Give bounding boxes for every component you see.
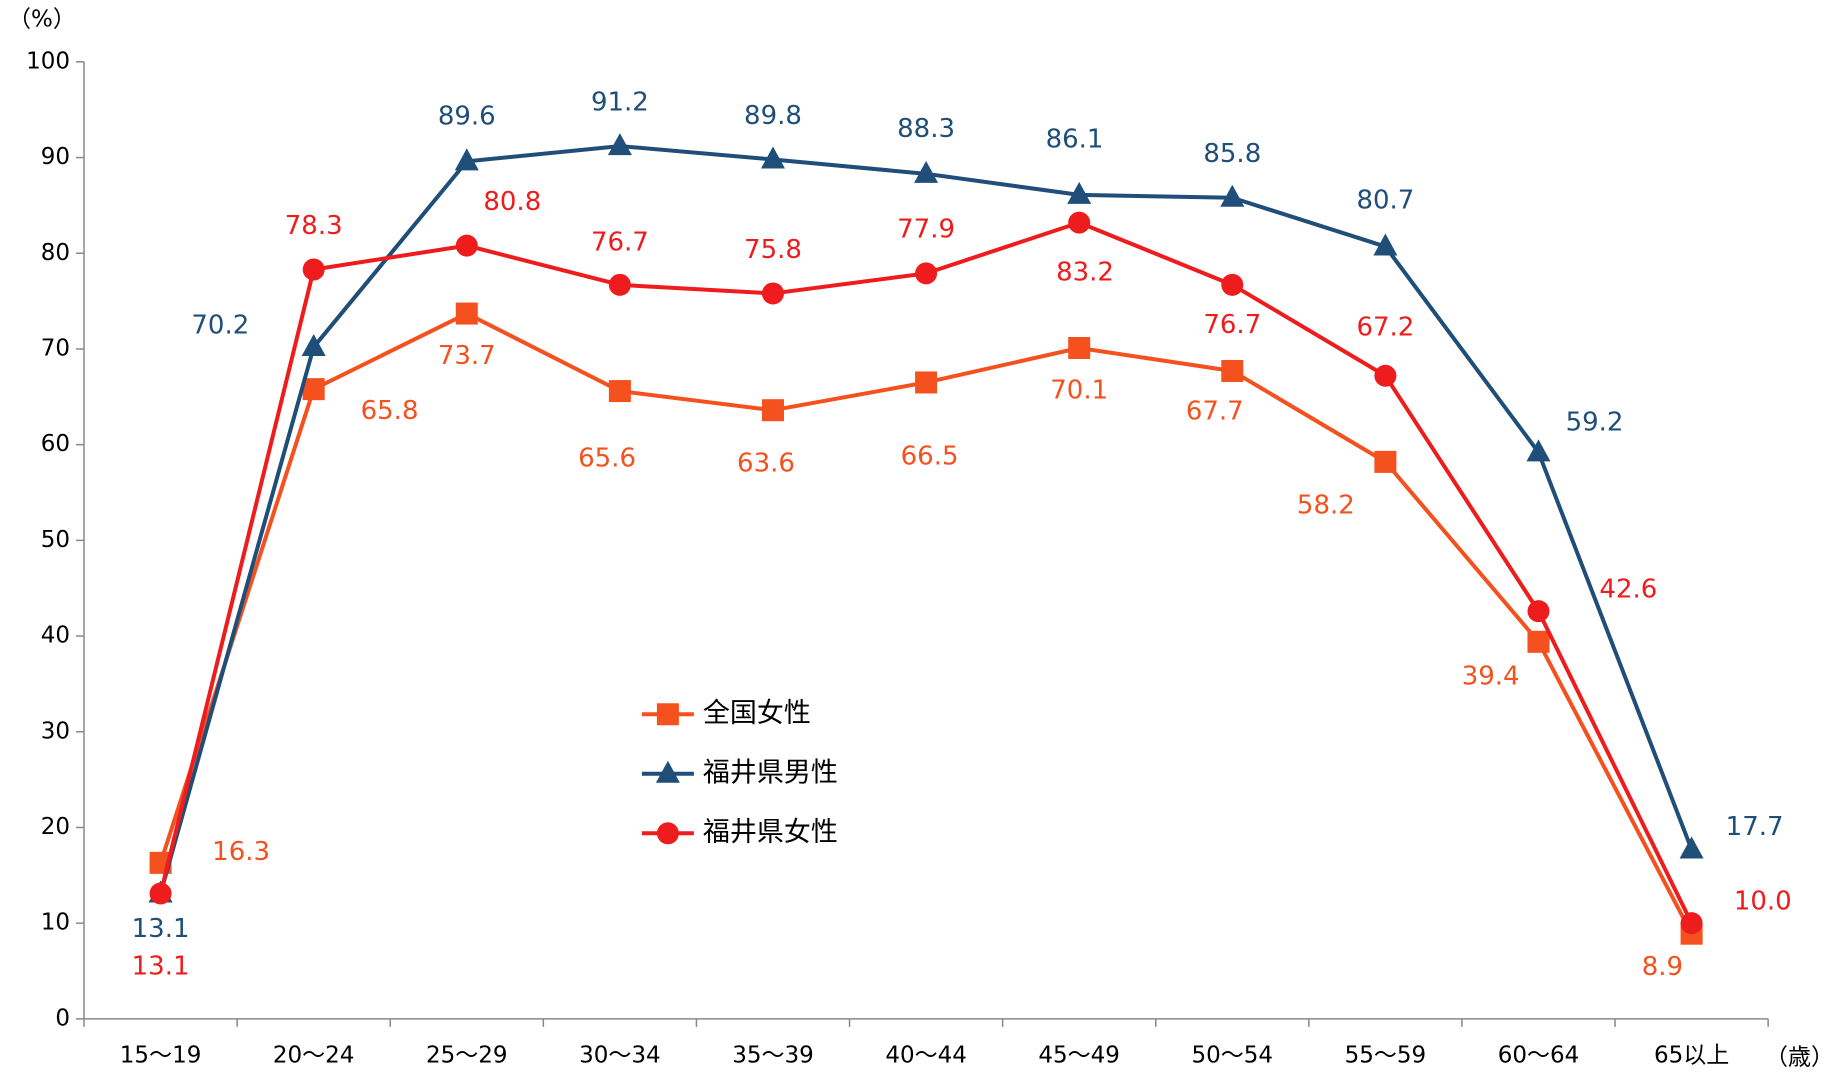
- x-tick-label: 65以上: [1654, 1042, 1729, 1068]
- legend-label: 福井県男性: [703, 757, 838, 788]
- data-label: 83.2: [1056, 257, 1114, 287]
- data-point: [607, 133, 632, 156]
- data-label: 76.7: [1203, 310, 1261, 340]
- data-label: 70.1: [1050, 376, 1108, 406]
- data-label: 91.2: [591, 87, 649, 117]
- data-label: 85.8: [1203, 139, 1261, 169]
- x-tick-label: 35〜39: [732, 1042, 814, 1068]
- x-tick-label: 45〜49: [1038, 1042, 1120, 1068]
- data-point: [1220, 184, 1245, 207]
- data-label: 8.9: [1642, 952, 1683, 982]
- data-label: 17.7: [1726, 812, 1784, 842]
- legend-label: 福井県女性: [703, 817, 838, 848]
- data-point: [1068, 211, 1091, 234]
- data-point: [914, 160, 939, 183]
- data-label: 89.8: [744, 101, 802, 131]
- data-point: [1527, 600, 1550, 623]
- data-label: 86.1: [1046, 125, 1104, 155]
- y-tick-label: 90: [41, 144, 70, 170]
- data-point: [1374, 364, 1397, 387]
- y-tick-label: 10: [41, 910, 70, 936]
- data-label: 59.2: [1566, 408, 1624, 438]
- x-tick-label: 25〜29: [426, 1042, 508, 1068]
- legend-label: 全国女性: [703, 698, 811, 729]
- data-point: [454, 148, 479, 171]
- data-label: 66.5: [901, 442, 959, 472]
- legend-marker: [655, 760, 680, 783]
- data-label: 70.2: [191, 311, 249, 341]
- y-tick-label: 0: [55, 1005, 70, 1031]
- data-point: [455, 302, 478, 325]
- data-point: [1067, 181, 1092, 204]
- data-label: 76.7: [591, 227, 649, 257]
- data-label: 88.3: [897, 114, 955, 144]
- data-point: [760, 146, 785, 169]
- x-axis-label: （歳）: [1765, 1045, 1830, 1071]
- x-tick-label: 30〜34: [579, 1042, 661, 1068]
- y-tick-label: 70: [41, 335, 70, 361]
- data-point: [915, 371, 938, 394]
- data-label: 42.6: [1599, 575, 1657, 605]
- data-point: [1527, 630, 1550, 653]
- data-label: 80.7: [1356, 186, 1414, 216]
- x-tick-label: 40〜44: [885, 1042, 967, 1068]
- data-label: 39.4: [1462, 661, 1520, 691]
- data-point: [1680, 912, 1703, 935]
- data-point: [149, 882, 172, 905]
- y-tick-label: 20: [41, 814, 70, 840]
- data-point: [1221, 359, 1244, 382]
- data-label: 89.6: [438, 102, 496, 132]
- y-tick-label: 40: [41, 623, 70, 649]
- data-point: [608, 273, 631, 296]
- legend-marker: [656, 822, 679, 845]
- data-point: [915, 262, 938, 285]
- data-label: 65.6: [578, 443, 636, 473]
- y-tick-label: 30: [41, 718, 70, 744]
- y-axis-label: （%）: [8, 7, 76, 33]
- y-tick-label: 100: [26, 48, 70, 74]
- data-label: 67.7: [1186, 396, 1244, 426]
- x-tick-label: 60〜64: [1498, 1042, 1580, 1068]
- data-point: [1526, 439, 1551, 462]
- data-point: [608, 380, 631, 403]
- y-tick-label: 60: [41, 431, 70, 457]
- data-point: [302, 258, 325, 281]
- data-label: 77.9: [897, 215, 955, 245]
- data-point: [761, 399, 784, 422]
- data-label: 58.2: [1297, 491, 1355, 521]
- data-label: 78.3: [285, 211, 343, 241]
- data-point: [1068, 337, 1091, 360]
- y-tick-label: 80: [41, 240, 70, 266]
- y-tick-label: 50: [41, 527, 70, 553]
- data-label: 63.6: [737, 448, 795, 478]
- data-point: [1221, 273, 1244, 296]
- data-point: [301, 334, 326, 357]
- data-label: 75.8: [744, 235, 802, 265]
- data-point: [761, 282, 784, 305]
- data-label: 13.1: [132, 952, 190, 982]
- data-point: [1374, 450, 1397, 473]
- data-label: 73.7: [438, 341, 496, 371]
- data-label: 13.1: [132, 914, 190, 944]
- x-tick-label: 55〜59: [1345, 1042, 1427, 1068]
- x-tick-label: 50〜54: [1192, 1042, 1274, 1068]
- data-label: 16.3: [212, 837, 270, 867]
- data-point: [1679, 836, 1704, 859]
- data-point: [455, 234, 478, 257]
- data-label: 80.8: [483, 187, 541, 217]
- data-point: [302, 378, 325, 401]
- data-label: 67.2: [1356, 312, 1414, 342]
- x-tick-label: 15〜19: [120, 1042, 202, 1068]
- series-line: [158, 220, 1694, 925]
- data-point: [1373, 233, 1398, 256]
- legend-marker: [656, 703, 679, 726]
- data-label: 10.0: [1734, 887, 1792, 917]
- data-label: 65.8: [361, 396, 419, 426]
- x-tick-label: 20〜24: [273, 1042, 355, 1068]
